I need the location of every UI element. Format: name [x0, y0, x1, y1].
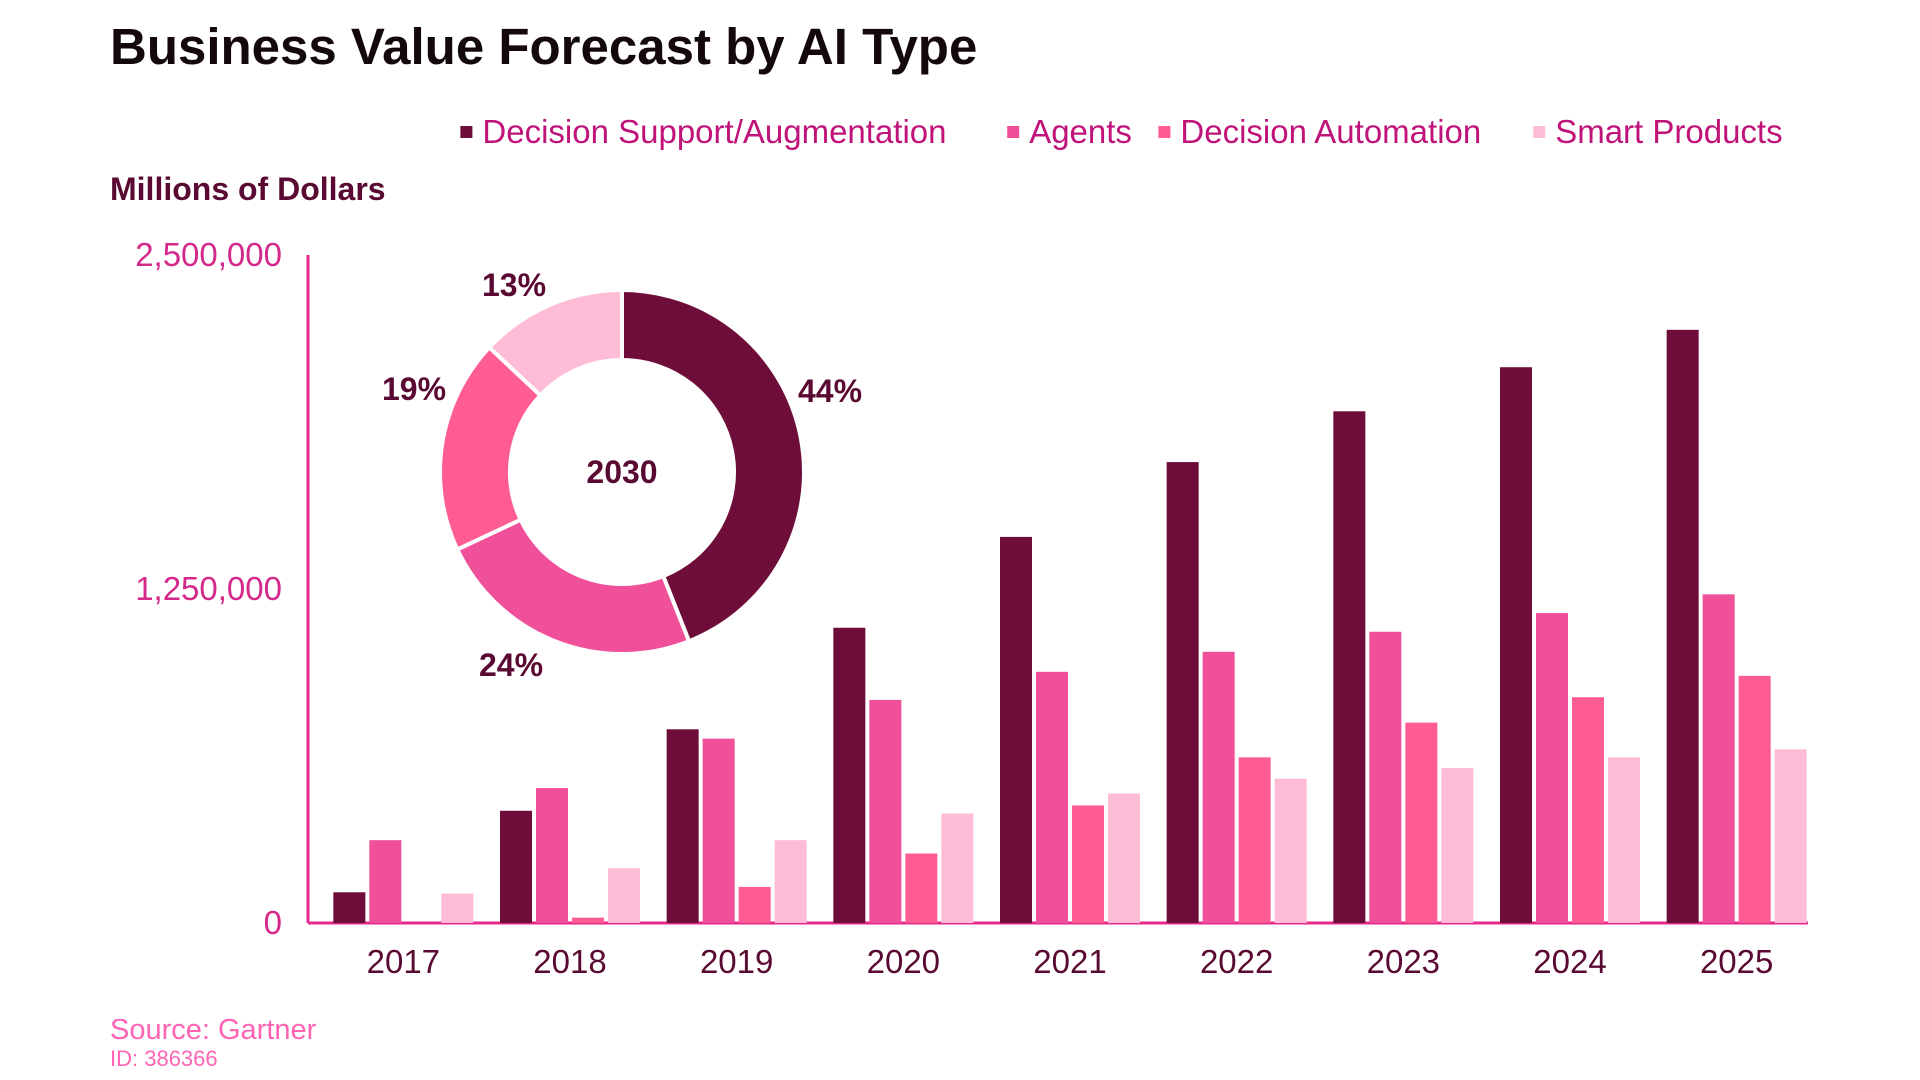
bar-decision-automation-2024 [1572, 697, 1604, 923]
y-axis-ticks: 0 1,250,000 2,500,000 [135, 236, 282, 941]
legend-swatch [1158, 126, 1171, 138]
x-tick-label-2023: 2023 [1367, 943, 1440, 980]
x-tick-label-2019: 2019 [700, 943, 773, 980]
donut-center-label: 2030 [586, 454, 657, 490]
y-tick-label: 0 [264, 904, 282, 941]
bar-smart-products-2020 [941, 813, 974, 923]
bar-smart-products-2022 [1274, 778, 1307, 923]
bar-agents-2022 [1202, 651, 1235, 923]
bar-agents-2021 [1036, 671, 1068, 923]
x-tick-label-2025: 2025 [1700, 943, 1773, 980]
donut-chart-2030: 44% 24% 19% 13% 2030 [382, 267, 862, 683]
donut-label-decision-automation: 19% [382, 371, 446, 407]
bar-decision-automation-2021 [1072, 805, 1104, 923]
bar-agents-2025 [1702, 594, 1735, 923]
bar-decision-support-augmentation-2023 [1333, 411, 1366, 923]
bar-decision-automation-2019 [738, 886, 771, 923]
y-axis-label: Millions of Dollars [110, 171, 386, 207]
donut-label-agents: 24% [479, 647, 543, 683]
donut-slice-agents [454, 517, 692, 656]
legend-item-decision-support-augmentation: Decision Support/Augmentation [460, 113, 947, 150]
legend-label: Agents [1029, 113, 1132, 150]
bar-decision-support-augmentation-2025 [1666, 329, 1699, 923]
legend: Decision Support/Augmentation Agents Decis… [460, 113, 1783, 150]
donut-label-smart-products: 13% [482, 267, 546, 303]
bar-smart-products-2021 [1108, 793, 1140, 923]
x-tick-label-2018: 2018 [533, 943, 606, 980]
bar-decision-automation-2025 [1738, 675, 1771, 923]
bar-decision-support-augmentation-2021 [1000, 536, 1032, 923]
chart-title: Business Value Forecast by AI Type [110, 18, 977, 75]
legend-item-smart-products: Smart Products [1533, 113, 1783, 150]
source-note: Source: Gartner [110, 1014, 317, 1046]
legend-label: Smart Products [1555, 113, 1782, 150]
bar-agents-2020 [869, 699, 902, 923]
x-tick-label-2017: 2017 [367, 943, 440, 980]
bar-smart-products-2025 [1774, 749, 1807, 923]
legend-label: Decision Support/Augmentation [482, 113, 946, 150]
bar-decision-automation-2023 [1405, 722, 1438, 923]
bar-decision-support-augmentation-2017 [333, 892, 366, 923]
bar-decision-automation-2022 [1238, 757, 1271, 923]
bar-decision-support-augmentation-2022 [1166, 462, 1199, 923]
bar-decision-support-augmentation-2020 [833, 627, 866, 923]
bar-series [333, 329, 1807, 923]
bar-decision-support-augmentation-2018 [500, 810, 532, 923]
x-axis-ticks: 2017 2018 2019 2020 2021 2022 2023 2024 2025 [367, 943, 1774, 980]
bar-agents-2024 [1536, 613, 1568, 923]
bar-smart-products-2018 [608, 868, 640, 923]
bar-decision-automation-2018 [572, 917, 604, 923]
bar-smart-products-2017 [441, 893, 474, 923]
legend-swatch [1007, 126, 1020, 138]
x-tick-label-2022: 2022 [1200, 943, 1273, 980]
bar-smart-products-2024 [1608, 757, 1640, 923]
legend-swatch [460, 126, 473, 138]
bar-decision-automation-2020 [905, 853, 938, 923]
bar-agents-2018 [536, 788, 568, 923]
bar-agents-2023 [1369, 631, 1402, 923]
legend-swatch [1533, 126, 1546, 138]
y-tick-label: 1,250,000 [135, 570, 282, 607]
x-tick-label-2024: 2024 [1533, 943, 1606, 980]
x-tick-label-2020: 2020 [867, 943, 940, 980]
bar-decision-support-augmentation-2024 [1500, 367, 1532, 923]
bar-smart-products-2019 [774, 840, 807, 923]
legend-label: Decision Automation [1180, 113, 1481, 150]
bar-decision-support-augmentation-2019 [666, 729, 699, 923]
bar-smart-products-2023 [1441, 768, 1474, 923]
donut-label-decision-support-augmentation: 44% [798, 373, 862, 409]
legend-item-agents: Agents [1007, 113, 1132, 150]
legend-item-decision-automation: Decision Automation [1158, 113, 1481, 150]
source-id: ID: 386366 [110, 1046, 218, 1071]
bar-agents-2017 [369, 840, 402, 923]
x-tick-label-2021: 2021 [1033, 943, 1106, 980]
bar-agents-2019 [702, 738, 735, 923]
donut-slice-decision-support-augmentation [620, 287, 806, 644]
y-tick-label: 2,500,000 [135, 236, 282, 273]
donut-slice-smart-products [486, 287, 624, 399]
